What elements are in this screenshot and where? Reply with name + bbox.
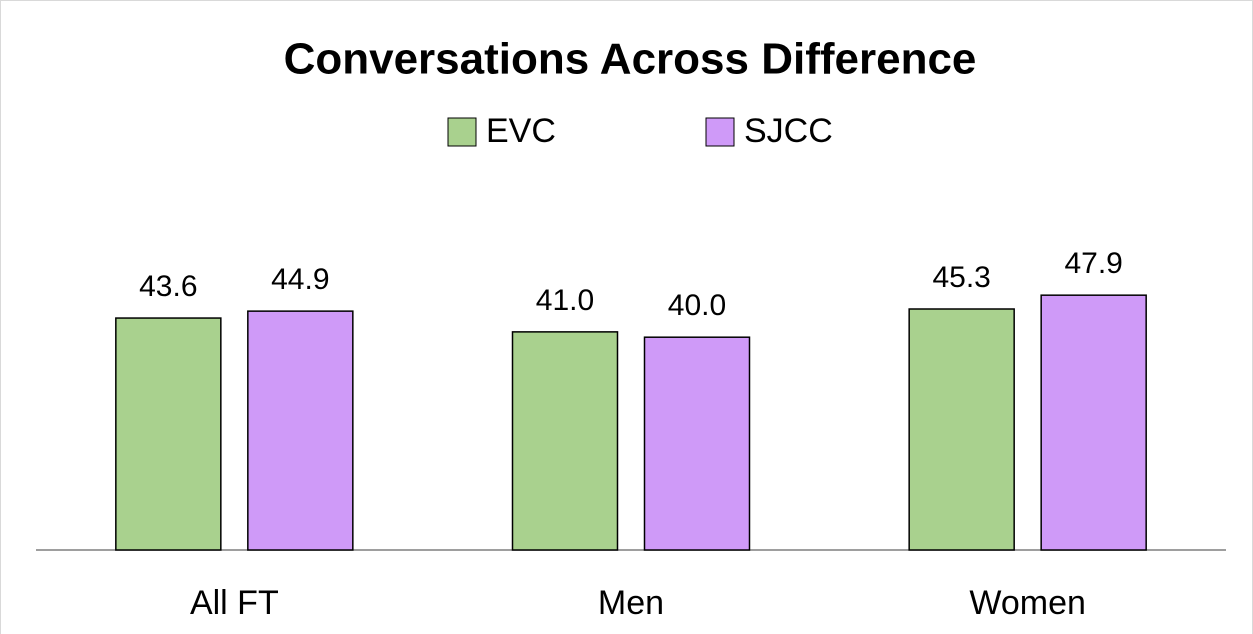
chart-title: Conversations Across Difference bbox=[284, 35, 977, 84]
x-tick-label: Men bbox=[598, 584, 664, 622]
bar bbox=[643, 336, 751, 551]
data-label: 45.3 bbox=[932, 261, 990, 294]
data-label: 43.6 bbox=[139, 270, 197, 303]
legend-label: EVC bbox=[486, 112, 556, 150]
data-label: 40.0 bbox=[668, 289, 726, 322]
bar bbox=[247, 310, 354, 551]
x-tick-label: All FT bbox=[190, 584, 279, 622]
data-label: 44.9 bbox=[271, 263, 329, 296]
data-label: 41.0 bbox=[536, 284, 594, 317]
legend-swatch bbox=[447, 117, 477, 147]
data-label: 47.9 bbox=[1064, 247, 1122, 280]
legend-label: SJCC bbox=[744, 112, 833, 150]
bar bbox=[1040, 294, 1147, 551]
x-tick-label: Women bbox=[969, 584, 1086, 622]
bar bbox=[115, 317, 222, 551]
legend-swatch bbox=[705, 117, 735, 147]
bar bbox=[908, 308, 1015, 551]
bar bbox=[511, 331, 619, 551]
